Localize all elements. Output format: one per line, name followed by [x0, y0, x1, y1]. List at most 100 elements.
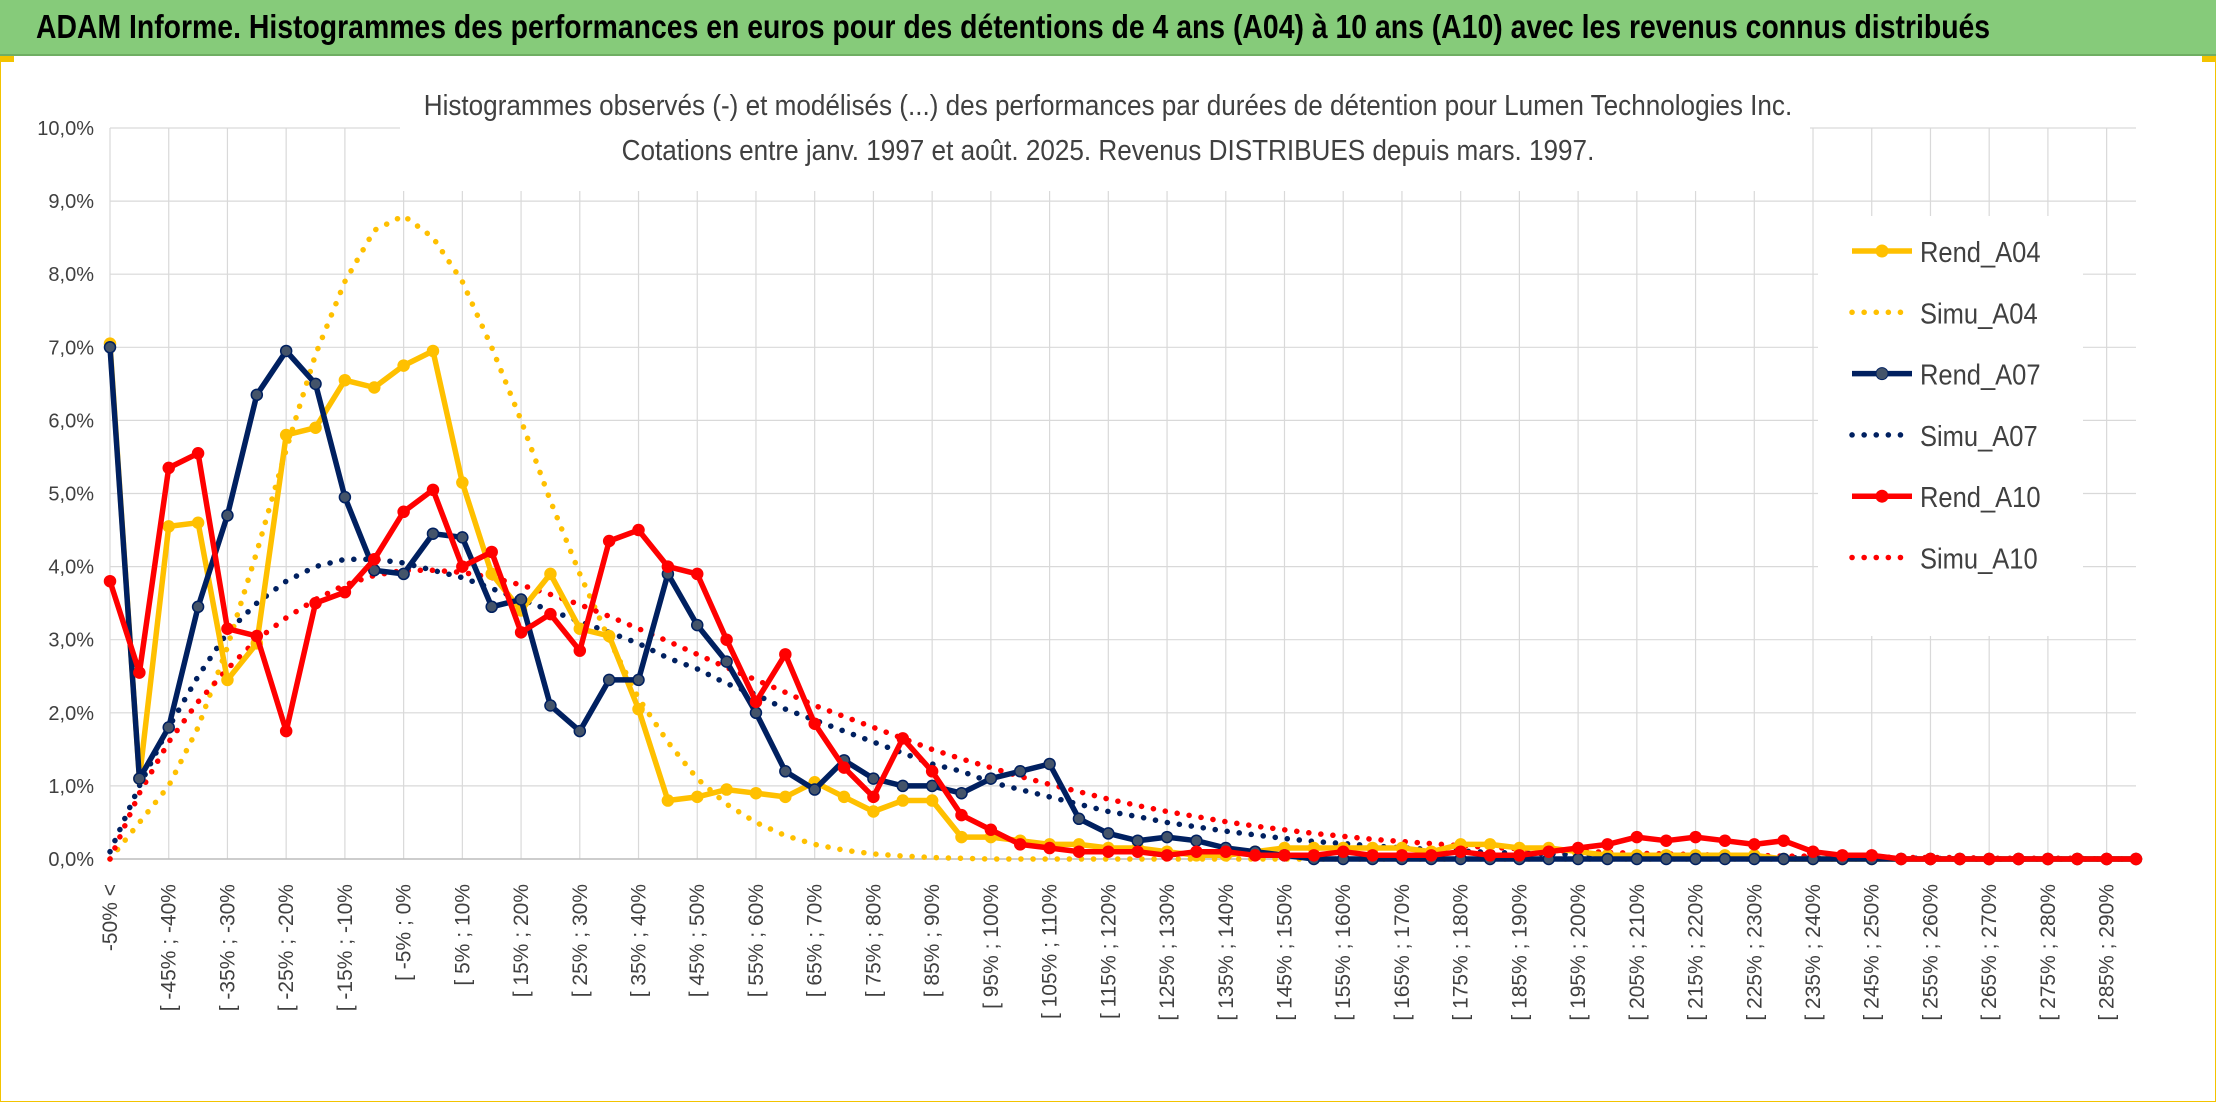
corner-mark-left	[0, 56, 14, 62]
x-tick-label: [ 135% ; 140%	[1215, 884, 1238, 1021]
data-point	[632, 702, 645, 716]
data-point	[661, 560, 675, 573]
x-tick-label: [ 255% ; 260%	[1919, 884, 1942, 1021]
legend-marker	[1875, 489, 1889, 503]
x-tick-label: [ 275% ; 280%	[2037, 884, 2060, 1021]
data-point	[1806, 845, 1820, 858]
data-point	[544, 567, 557, 581]
y-tick-label: 7,0%	[48, 337, 94, 359]
data-point	[1601, 838, 1614, 851]
legend-label: Simu_A07	[1920, 419, 2038, 452]
legend-label: Rend_A10	[1920, 481, 2041, 514]
data-point	[1278, 849, 1291, 862]
y-tick-label: 0,0%	[48, 849, 94, 871]
x-tick-label: [ 35% ; 40%	[628, 884, 651, 997]
x-tick-label: [ 205% ; 210%	[1626, 884, 1649, 1021]
legend-label: Simu_A04	[1920, 297, 2038, 330]
data-point	[1748, 838, 1761, 851]
data-point	[573, 724, 587, 738]
data-point	[2071, 852, 2084, 866]
data-point	[309, 421, 322, 434]
y-tick-label: 3,0%	[48, 630, 94, 652]
data-point	[426, 483, 440, 497]
chart-title: Histogrammes observés (-) et modélisés (…	[424, 89, 1793, 122]
data-point	[602, 629, 616, 643]
data-point	[573, 644, 587, 657]
data-point	[1630, 852, 1644, 866]
data-point	[1777, 852, 1790, 866]
data-point	[1013, 838, 1027, 851]
data-point	[749, 706, 763, 720]
data-point	[309, 377, 322, 391]
x-tick-label: [ 165% ; 170%	[1391, 884, 1414, 1021]
data-point	[1131, 845, 1144, 858]
y-tick-label: 6,0%	[48, 410, 94, 432]
data-point	[279, 428, 293, 442]
data-point	[338, 373, 352, 387]
data-point	[1953, 852, 1967, 866]
data-point	[338, 585, 352, 599]
data-point	[1659, 834, 1673, 847]
data-point	[1395, 849, 1409, 862]
data-point	[162, 461, 175, 475]
data-point	[2129, 852, 2143, 866]
x-tick-label: [ 245% ; 250%	[1861, 884, 1884, 1021]
data-point	[1777, 834, 1790, 847]
x-tick-label: [ 105% ; 110%	[1039, 884, 1062, 1019]
data-point	[1336, 845, 1350, 858]
data-point	[1043, 841, 1056, 855]
data-point	[1689, 852, 1702, 866]
data-point	[485, 600, 498, 614]
x-tick-label: [ 185% ; 190%	[1508, 884, 1531, 1021]
data-point	[397, 359, 410, 372]
x-tick-label: [ 75% ; 80%	[862, 884, 885, 997]
x-tick-label: [ -15% ; -10%	[334, 884, 357, 1011]
data-point	[896, 732, 910, 745]
legend-label: Rend_A07	[1920, 358, 2041, 391]
data-point	[602, 534, 616, 548]
data-point	[162, 520, 175, 533]
data-point	[1102, 827, 1115, 840]
data-point	[456, 560, 469, 573]
data-point	[1659, 852, 1673, 866]
x-tick-label: [ 215% ; 220%	[1685, 884, 1708, 1021]
data-point	[221, 673, 234, 687]
data-point	[1160, 830, 1174, 844]
data-point	[338, 490, 352, 504]
data-point	[1307, 849, 1321, 862]
y-tick-label: 2,0%	[48, 703, 94, 725]
data-point	[191, 447, 205, 460]
data-point	[690, 567, 704, 581]
x-tick-label: [ 285% ; 290%	[2096, 884, 2119, 1021]
data-point	[1513, 849, 1526, 862]
data-point	[632, 673, 645, 687]
data-point	[808, 783, 821, 796]
x-axis-labels: -50% < [ -45% ; -40% [ -35% ; -30% [ -25% ;…	[99, 884, 2119, 1021]
x-tick-label: [ 145% ; 150%	[1273, 884, 1296, 1021]
data-point	[2041, 852, 2055, 866]
x-tick-label: [ 25% ; 30%	[569, 884, 592, 997]
data-point	[867, 772, 880, 785]
data-point	[279, 344, 293, 358]
data-point	[514, 593, 528, 606]
data-point	[1219, 845, 1233, 858]
data-point	[955, 830, 968, 844]
data-point	[1630, 830, 1644, 844]
data-point	[514, 626, 528, 639]
data-point	[749, 786, 763, 800]
data-point	[1542, 845, 1556, 858]
data-point	[544, 699, 557, 712]
x-tick-label: -50% <	[99, 884, 122, 951]
line-chart: 0,0% 1,0% 2,0% 3,0% 4,0% 5,0% 6,0% 7,0% 8,0% 9,0%…	[37, 86, 2143, 1021]
x-tick-label: [ 115% ; 120%	[1097, 884, 1120, 1019]
corner-mark-right	[2202, 56, 2216, 62]
data-point	[426, 527, 440, 540]
data-point	[867, 790, 880, 804]
data-point	[925, 779, 939, 793]
data-point	[690, 790, 704, 804]
data-point	[309, 596, 322, 610]
legend-marker	[1875, 367, 1889, 381]
data-point	[1601, 852, 1614, 866]
data-point	[544, 607, 557, 621]
data-point	[1748, 852, 1761, 866]
